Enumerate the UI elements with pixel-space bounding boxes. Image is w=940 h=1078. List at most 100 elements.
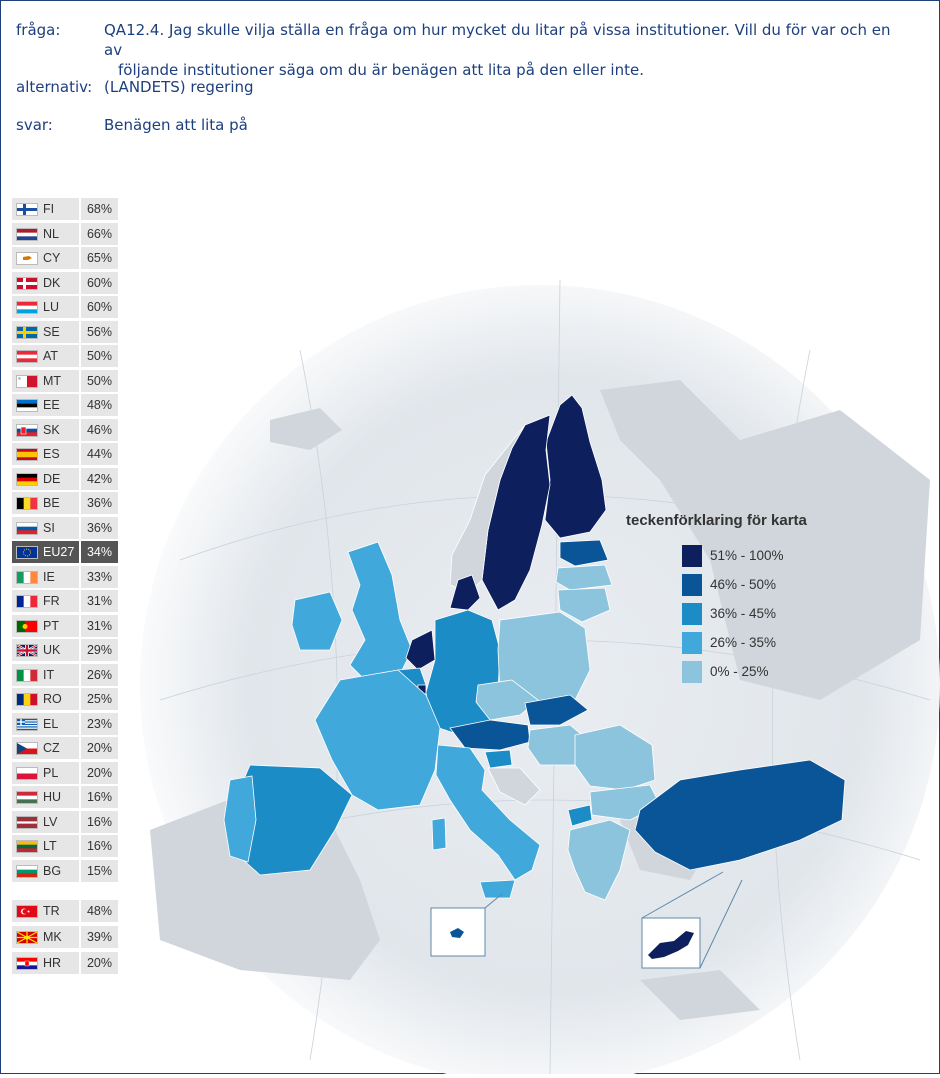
hr-flag-icon (16, 957, 38, 970)
country-row-se: SE 56% (12, 320, 118, 343)
country-code-cell: FI (12, 198, 79, 220)
country-shape-czech (475, 679, 539, 721)
country-code: PL (43, 765, 59, 780)
country-code-cell: HU (12, 786, 79, 808)
country-value: 33% (81, 565, 118, 588)
ee-flag-icon (16, 399, 38, 412)
country-code-cell: BG (12, 859, 79, 882)
de-flag-icon (16, 472, 38, 486)
country-value: 29% (81, 639, 118, 661)
nl-flag-icon (16, 227, 38, 241)
country-code: EL (43, 716, 59, 731)
country-row-at: AT 50% (12, 345, 118, 367)
country-code: LV (43, 814, 58, 829)
answer-text: Benägen att lita på (104, 116, 248, 134)
country-code: NL (43, 226, 59, 241)
it-flag-icon (16, 668, 38, 682)
country-code-cell: NL (12, 222, 79, 245)
country-code: HU (43, 790, 62, 804)
country-shape-sicily (479, 879, 516, 899)
cy-flag-icon (16, 252, 38, 265)
question-text-line2: följande institutioner säga om du är ben… (118, 61, 644, 79)
legend-label: 46% - 50% (710, 577, 777, 592)
country-code: CY (43, 251, 61, 265)
country-value: 44% (81, 443, 118, 465)
si-flag-icon (16, 521, 38, 535)
country-code-cell: HR (12, 952, 79, 974)
country-row-ro: RO 25% (12, 688, 118, 710)
country-code: TR (43, 904, 60, 918)
country-value: 16% (81, 835, 118, 857)
country-row-pt: PT 31% (12, 614, 118, 637)
country-value: 23% (81, 712, 118, 735)
map-svg (140, 279, 940, 1078)
country-row-hr: HR 20% (12, 952, 118, 974)
country-code: LT (43, 839, 57, 853)
lt-flag-icon (16, 840, 38, 853)
country-row-hu: HU 16% (12, 786, 118, 808)
country-shape-macedonia (567, 804, 593, 827)
country-row-nl: NL 66% (12, 222, 118, 245)
country-value: 68% (81, 198, 118, 220)
country-code-cell: LT (12, 835, 79, 857)
country-code-cell: EE (12, 394, 79, 416)
bg-flag-icon (16, 864, 38, 878)
country-shape-latvia (555, 564, 613, 591)
legend-label: 51% - 100% (710, 548, 784, 563)
country-code: SI (43, 520, 55, 535)
country-code-cell: EL (12, 712, 79, 735)
country-code-cell: FR (12, 590, 79, 612)
country-row-lu: LU 60% (12, 296, 118, 318)
country-value: 60% (81, 296, 118, 318)
country-code-cell: LU (12, 296, 79, 318)
country-code: FR (43, 594, 60, 608)
es-flag-icon (16, 448, 38, 461)
country-code-cell: UK (12, 639, 79, 661)
country-shape-romania (574, 724, 656, 791)
country-value: 31% (81, 590, 118, 612)
country-code-cell: IT (12, 663, 79, 686)
country-code: RO (43, 692, 62, 706)
country-row-cz: CZ 20% (12, 737, 118, 759)
country-shape-france (314, 669, 441, 811)
country-value: 20% (81, 761, 118, 784)
country-row-it: IT 26% (12, 663, 118, 686)
country-value: 50% (81, 345, 118, 367)
country-value: 36% (81, 492, 118, 514)
country-value: 25% (81, 688, 118, 710)
country-shape-netherlands (405, 629, 436, 671)
country-row-de: DE 42% (12, 467, 118, 490)
country-row-dk: DK 60% (12, 271, 118, 294)
legend-swatch (682, 545, 702, 567)
country-row-uk: UK 29% (12, 639, 118, 661)
country-value: 65% (81, 247, 118, 269)
cyprus-inset (641, 871, 743, 969)
country-code-cell: SE (12, 320, 79, 343)
country-shape-turkey (634, 759, 846, 871)
country-row-bg: BG 15% (12, 859, 118, 882)
answer-label: svar: (16, 116, 53, 134)
country-code-cell: RO (12, 688, 79, 710)
country-row-eu27: EU27 34% (12, 541, 118, 563)
ie-flag-icon (16, 570, 38, 584)
country-row-be: BE 36% (12, 492, 118, 514)
fi-flag-icon (16, 203, 38, 216)
country-code: SK (43, 422, 60, 437)
country-code-cell: LV (12, 810, 79, 833)
country-shape-slovenia (484, 749, 513, 769)
tr-flag-icon (16, 905, 38, 918)
country-value: 15% (81, 859, 118, 882)
lu-flag-icon (16, 301, 38, 314)
cyprus-shape (648, 931, 694, 959)
country-row-fr: FR 31% (12, 590, 118, 612)
country-shape-italy (435, 744, 541, 881)
country-shape-estonia (559, 539, 609, 567)
country-value: 26% (81, 663, 118, 686)
country-shape-norway-grey (449, 424, 526, 593)
country-code-cell: MT (12, 369, 79, 392)
country-code: EU27 (43, 545, 75, 559)
eu-flag-icon (16, 546, 38, 559)
country-value: 46% (81, 418, 118, 441)
alternative-text: (LANDETS) regering (104, 78, 254, 96)
country-value: 36% (81, 516, 118, 539)
